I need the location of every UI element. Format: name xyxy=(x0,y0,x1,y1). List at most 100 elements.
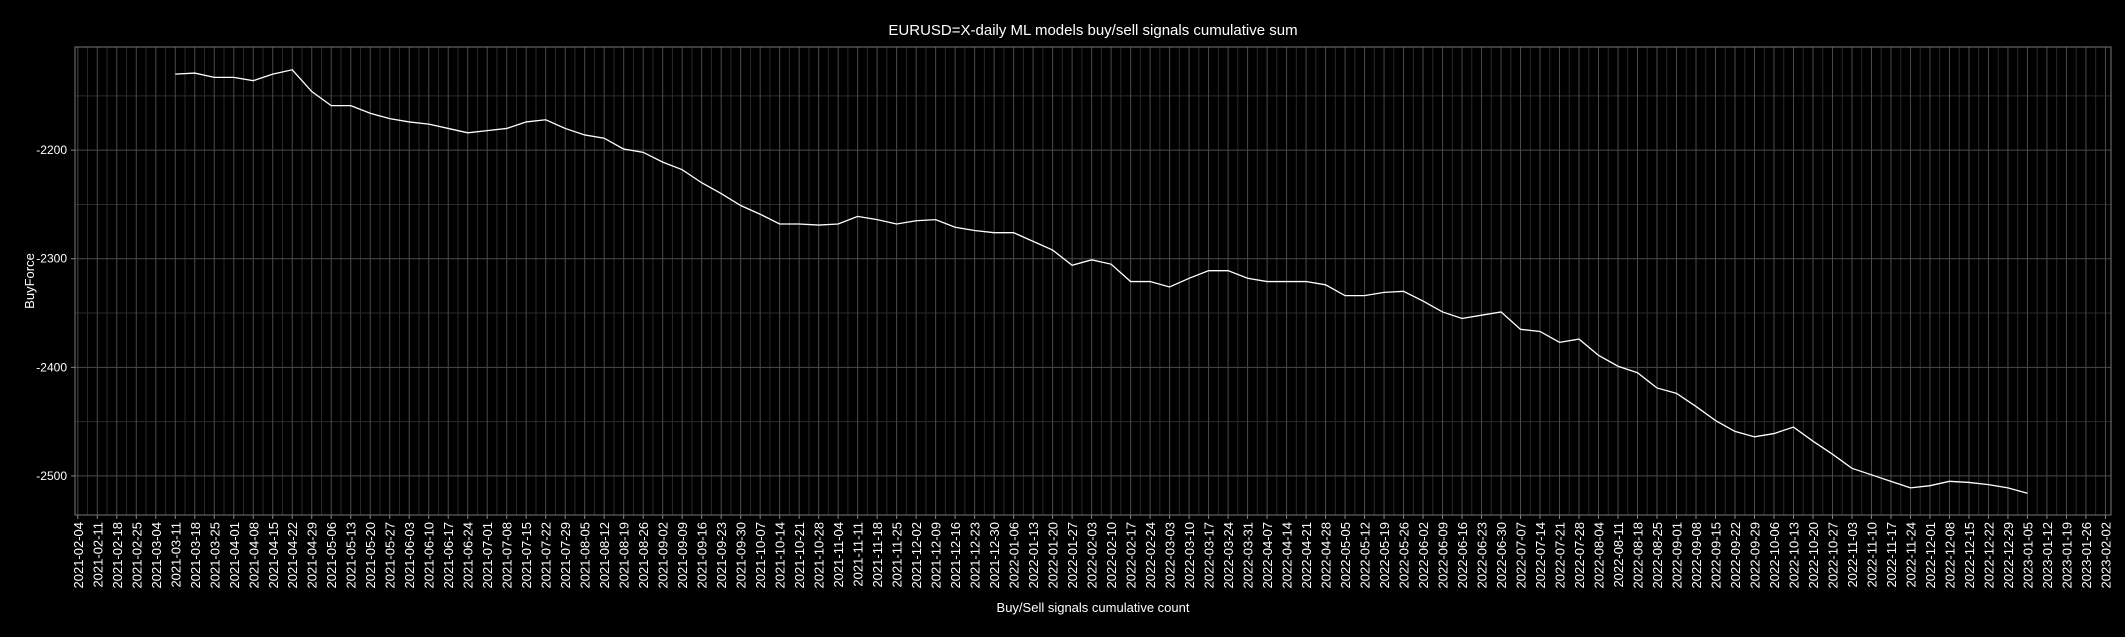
x-tick-label: 2021-11-04 xyxy=(831,522,846,588)
x-tick-label: 2021-02-11 xyxy=(90,522,105,588)
x-tick-label: 2021-04-08 xyxy=(246,522,261,589)
x-tick-label: 2021-12-02 xyxy=(909,522,924,589)
x-tick-label: 2021-03-25 xyxy=(207,522,222,589)
x-tick-label: 2022-11-24 xyxy=(1903,522,1918,588)
line-series xyxy=(175,69,2028,494)
x-tick-label: 2021-03-18 xyxy=(188,522,203,589)
x-tick-label: 2021-10-14 xyxy=(773,522,788,589)
x-tick-label: 2022-11-17 xyxy=(1884,522,1899,588)
x-tick-label: 2022-05-26 xyxy=(1397,522,1412,589)
x-tick-label: 2022-03-31 xyxy=(1241,522,1256,589)
x-tick-label: 2022-01-27 xyxy=(1065,522,1080,589)
x-tick-label: 2022-08-18 xyxy=(1631,522,1646,589)
x-tick-label: 2022-08-04 xyxy=(1592,522,1607,589)
x-tick-label: 2022-01-13 xyxy=(1026,522,1041,589)
x-tick-label: 2022-02-24 xyxy=(1143,522,1158,589)
x-tick-label: 2021-08-26 xyxy=(636,522,651,589)
x-tick-label: 2022-12-29 xyxy=(2001,522,2016,589)
x-tick-label: 2023-02-02 xyxy=(2098,522,2113,589)
x-tick-label: 2022-12-22 xyxy=(1981,522,1996,589)
x-tick-label: 2022-02-10 xyxy=(1104,522,1119,589)
x-tick-label: 2021-06-03 xyxy=(402,522,417,589)
x-tick-label: 2022-09-29 xyxy=(1747,522,1762,589)
x-tick-label: 2022-09-15 xyxy=(1708,522,1723,589)
x-tick-label: 2022-10-20 xyxy=(1806,522,1821,589)
x-tick-label: 2022-07-07 xyxy=(1514,522,1529,589)
x-tick-label: 2022-06-02 xyxy=(1416,522,1431,589)
x-tick-label: 2021-07-22 xyxy=(539,522,554,589)
x-tick-label: 2021-10-28 xyxy=(812,522,827,589)
x-tick-label: 2021-09-09 xyxy=(675,522,690,589)
x-tick-label: 2022-02-17 xyxy=(1124,522,1139,589)
x-tick-label: 2022-06-16 xyxy=(1455,522,1470,589)
x-tick-label: 2022-07-28 xyxy=(1572,522,1587,589)
x-tick-label: 2021-05-06 xyxy=(324,522,339,589)
x-tick-label: 2022-10-06 xyxy=(1767,522,1782,589)
x-tick-label: 2022-10-13 xyxy=(1786,522,1801,589)
x-tick-label: 2021-07-08 xyxy=(500,522,515,589)
x-tick-label: 2021-09-16 xyxy=(695,522,710,589)
x-tick-label: 2022-04-14 xyxy=(1280,522,1295,589)
x-tick-label: 2021-12-30 xyxy=(987,522,1002,589)
x-tick-label: 2021-08-12 xyxy=(597,522,612,589)
x-tick-label: 2022-01-20 xyxy=(1046,522,1061,589)
x-tick-label: 2022-04-21 xyxy=(1299,522,1314,589)
x-tick-label: 2022-10-27 xyxy=(1825,522,1840,589)
x-tick-label: 2022-02-03 xyxy=(1085,522,1100,589)
x-tick-label: 2023-01-05 xyxy=(2020,522,2035,589)
x-tick-label: 2022-08-11 xyxy=(1611,522,1626,588)
x-tick-label: 2022-12-08 xyxy=(1942,522,1957,589)
x-tick-label: 2022-11-03 xyxy=(1845,522,1860,588)
x-tick-label: 2022-05-12 xyxy=(1358,522,1373,589)
x-tick-label: 2021-11-11 xyxy=(851,522,866,587)
x-tick-label: 2022-07-14 xyxy=(1533,522,1548,589)
x-tick-label: 2021-11-18 xyxy=(870,522,885,588)
x-tick-label: 2022-09-01 xyxy=(1670,522,1685,589)
y-tick-label: -2200 xyxy=(36,143,67,157)
x-tick-label: 2022-09-22 xyxy=(1728,522,1743,589)
x-tick-label: 2021-09-02 xyxy=(656,522,671,589)
y-axis-label: BuyForce xyxy=(22,253,37,309)
x-tick-label: 2021-03-11 xyxy=(168,522,183,588)
x-tick-label: 2022-04-28 xyxy=(1319,522,1334,589)
x-tick-label: 2021-06-17 xyxy=(441,522,456,589)
y-tick-label: -2400 xyxy=(36,360,67,374)
x-tick-label: 2021-10-21 xyxy=(792,522,807,589)
x-tick-label: 2021-05-20 xyxy=(363,522,378,589)
x-tick-label: 2022-06-09 xyxy=(1436,522,1451,589)
x-tick-label: 2021-09-23 xyxy=(714,522,729,589)
x-tick-label: 2021-07-29 xyxy=(558,522,573,589)
x-tick-label: 2021-02-18 xyxy=(110,522,125,589)
x-tick-label: 2022-12-15 xyxy=(1962,522,1977,589)
plot-border xyxy=(74,46,2112,516)
x-tick-label: 2021-07-01 xyxy=(480,522,495,589)
x-tick-label: 2021-04-22 xyxy=(285,522,300,589)
x-tick-label: 2021-03-04 xyxy=(149,522,164,589)
x-tick-label: 2022-04-07 xyxy=(1260,522,1275,589)
x-tick-label: 2022-03-10 xyxy=(1182,522,1197,589)
x-axis-label: Buy/Sell signals cumulative count xyxy=(997,600,1190,615)
x-tick-label: 2022-11-10 xyxy=(1864,522,1879,588)
x-tick-label: 2022-07-21 xyxy=(1553,522,1568,589)
x-tick-label: 2021-09-30 xyxy=(734,522,749,589)
x-tick-label: 2022-08-25 xyxy=(1650,522,1665,589)
x-tick-label: 2022-06-23 xyxy=(1475,522,1490,589)
x-tick-label: 2021-05-27 xyxy=(383,522,398,589)
x-tick-label: 2021-05-13 xyxy=(344,522,359,589)
x-tick-label: 2021-04-01 xyxy=(227,522,242,589)
y-tick-label: -2500 xyxy=(36,469,67,483)
x-tick-label: 2022-03-17 xyxy=(1202,522,1217,589)
y-tick-label: -2300 xyxy=(36,252,67,266)
x-tick-label: 2021-08-05 xyxy=(578,522,593,589)
x-tick-label: 2021-04-15 xyxy=(266,522,281,589)
x-tick-label: 2021-11-25 xyxy=(890,522,905,588)
x-tick-label: 2021-12-16 xyxy=(948,522,963,589)
x-tick-label: 2021-10-07 xyxy=(753,522,768,589)
x-tick-label: 2021-12-09 xyxy=(929,522,944,589)
x-tick-label: 2022-05-19 xyxy=(1377,522,1392,589)
x-tick-label: 2021-12-23 xyxy=(968,522,983,589)
x-tick-label: 2022-06-30 xyxy=(1494,522,1509,589)
chart-title: EURUSD=X-daily ML models buy/sell signal… xyxy=(888,22,1297,39)
